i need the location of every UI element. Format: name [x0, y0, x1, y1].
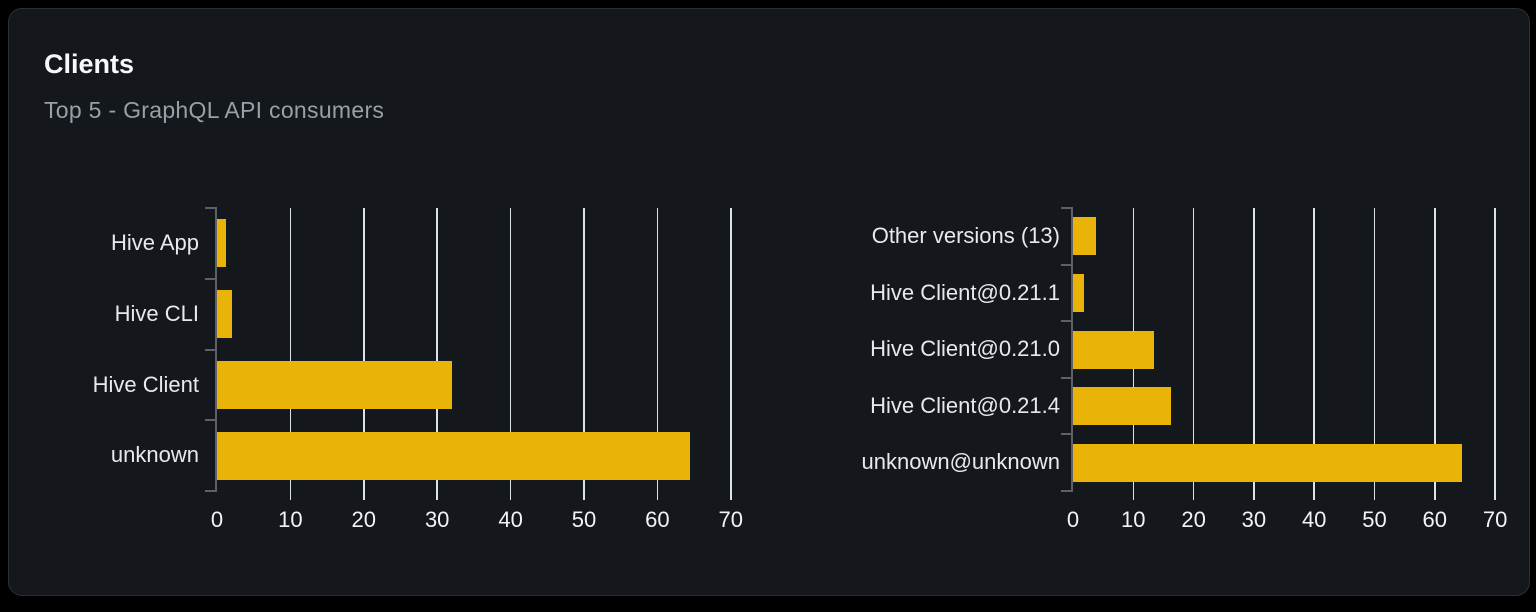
gridline [289, 208, 292, 500]
category-label: Hive Client@0.21.0 [870, 336, 1060, 362]
bar[interactable] [1073, 387, 1172, 426]
clients-card: Clients Top 5 - GraphQL API consumers 0 1… [8, 8, 1530, 596]
y-axis-tick [1061, 207, 1073, 209]
y-axis-tick [205, 490, 217, 492]
gridline [509, 208, 512, 500]
gridline [1313, 208, 1315, 500]
x-axis-tick-label: 60 [645, 507, 670, 532]
card-subtitle: Top 5 - GraphQL API consumers [44, 97, 385, 123]
bar[interactable] [217, 219, 226, 268]
y-axis-tick [205, 419, 217, 422]
category-label: unknown@unknown [861, 449, 1060, 475]
top-clients-bar-chart: 0 10 20 30 40 50 60 70 Hive App Hive CLI Hive Clie… [93, 207, 747, 532]
bar[interactable] [1073, 443, 1462, 482]
x-axis-tick-label: 60 [1422, 507, 1448, 532]
category-label: Hive App [110, 230, 199, 255]
category-label: Hive Client [92, 371, 199, 397]
x-axis-tick-label: 20 [1181, 507, 1206, 532]
category-label: Hive CLI [114, 300, 199, 326]
x-axis-tick-label: 20 [351, 507, 377, 532]
x-axis-tick-label: 0 [1066, 507, 1080, 532]
y-axis-tick [1061, 320, 1073, 323]
x-axis-tick-label: 70 [1482, 507, 1508, 532]
gridline [1434, 208, 1436, 500]
gridline [363, 208, 365, 500]
x-axis-tick-label: 10 [278, 507, 303, 532]
x-axis-tick-label: 10 [1121, 507, 1146, 532]
y-axis-line [1071, 208, 1073, 492]
gridline [1494, 208, 1496, 500]
gridline [1253, 208, 1255, 500]
category-label: unknown [110, 442, 199, 468]
x-axis-tick-label: 50 [1362, 507, 1387, 532]
x-axis-tick-label: 30 [424, 507, 450, 532]
gridline [1192, 208, 1195, 500]
category-label: Hive Client@0.21.4 [870, 392, 1060, 418]
y-axis-tick [1061, 263, 1073, 266]
gridline [436, 208, 438, 500]
x-axis-tick-label: 50 [571, 507, 597, 532]
y-axis-tick [1061, 433, 1073, 436]
category-label: Hive Client@0.21.1 [870, 279, 1060, 305]
bar[interactable] [217, 290, 232, 339]
x-axis-tick-label: 0 [210, 507, 224, 532]
x-axis-tick-label: 70 [718, 507, 744, 532]
y-axis-tick [205, 207, 217, 209]
category-label: Other versions (13) [871, 223, 1060, 248]
bar[interactable] [1073, 330, 1154, 369]
card-title: Clients [44, 49, 135, 79]
bar[interactable] [1073, 217, 1096, 256]
gridline [656, 208, 659, 500]
y-axis-tick [1061, 376, 1073, 379]
y-axis-tick [205, 277, 217, 280]
gridline [1373, 208, 1376, 500]
bar[interactable] [1073, 273, 1084, 312]
gridline [583, 208, 585, 500]
bar[interactable] [217, 360, 452, 409]
y-axis-tick [1061, 490, 1073, 492]
top-client-versions-bar-chart: 0 10 20 30 40 50 60 70 Other versions (13) Hive C… [862, 207, 1511, 532]
y-axis-tick [205, 348, 217, 351]
gridline [730, 208, 732, 500]
x-axis-tick-label: 40 [498, 507, 523, 532]
bar[interactable] [217, 431, 691, 480]
x-axis-tick-label: 40 [1301, 507, 1327, 532]
x-axis-tick-label: 30 [1241, 507, 1267, 532]
